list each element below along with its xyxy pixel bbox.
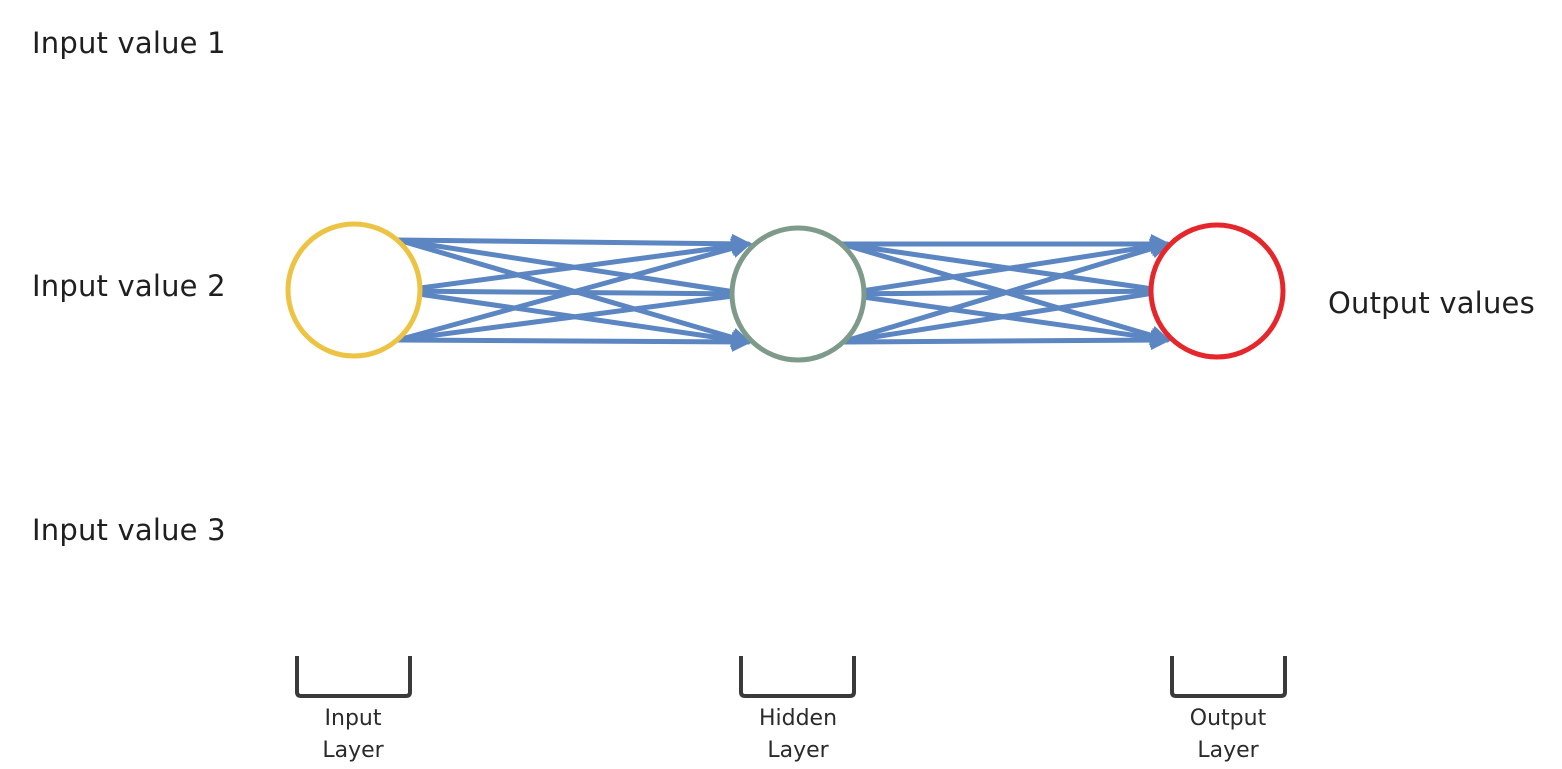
input-layer-label-line2: Layer: [322, 738, 384, 763]
input-to-hidden-connections: [395, 233, 752, 352]
output-values-label: Output values: [1328, 286, 1535, 320]
output-layer-bracket: [1170, 656, 1287, 698]
input-hidden-connection-3-1: [395, 238, 752, 343]
input-value-1-label: Input value 1: [32, 26, 226, 60]
input-hidden-connection-3-2: [395, 286, 752, 343]
input-layer-bracket: [295, 656, 412, 698]
output-layer-label-line1: Output: [1189, 706, 1267, 731]
input-hidden-connection-2-1: [395, 236, 752, 294]
input-layer-label-line1: Input: [324, 706, 382, 731]
output-layer-label-line2: Layer: [1197, 738, 1259, 763]
input-hidden-connection-3-3: [395, 331, 752, 352]
hidden-output-connection-3-1: [839, 239, 1171, 345]
hidden-to-output-connections: [839, 234, 1171, 351]
hidden-layer-label-line1: Hidden: [758, 706, 838, 731]
hidden-output-connection-3-3: [839, 330, 1171, 351]
input-layer-neuron: [285, 221, 423, 359]
hidden-layer-label-line2: Layer: [767, 738, 829, 763]
hidden-output-connection-3-2: [839, 283, 1171, 345]
output-layer-label: Output Layer: [1138, 703, 1318, 767]
input-layer-label: Input Layer: [263, 703, 443, 767]
hidden-layer-bracket: [739, 656, 856, 698]
hidden-output-connection-2-1: [839, 236, 1171, 297]
input-hidden-connection-1-1: [395, 233, 752, 254]
hidden-layer-label: Hidden Layer: [708, 703, 888, 767]
input-value-3-label: Input value 3: [32, 513, 226, 547]
input-value-2-label: Input value 2: [32, 269, 226, 303]
output-layer-neuron: [1148, 222, 1286, 360]
hidden-layer-neuron: [729, 225, 867, 363]
